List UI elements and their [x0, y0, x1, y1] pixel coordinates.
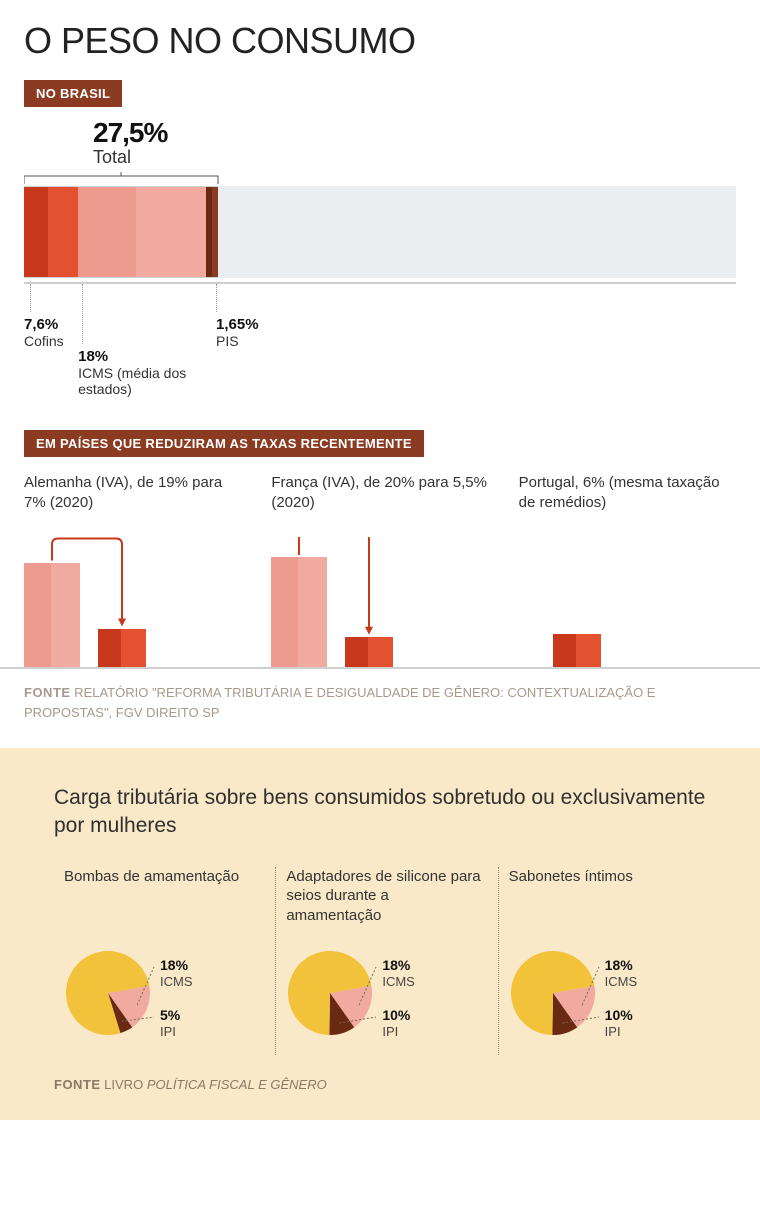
country-1: França (IVA), de 20% para 5,5% (2020)	[271, 473, 488, 667]
source-2-lead: FONTE	[54, 1077, 101, 1092]
pie-label-0: Bombas de amamentação	[64, 867, 265, 927]
pie-legend-2-1: 10%IPI	[605, 1007, 633, 1041]
pies-row: Bombas de amamentação18%ICMS5%IPIAdaptad…	[54, 867, 720, 1055]
total-bracket	[24, 172, 736, 184]
panel-bottom: Carga tributária sobre bens consumidos s…	[0, 748, 760, 1120]
country-2: Portugal, 6% (mesma taxação de remédios)	[519, 473, 736, 667]
callout-cofins: 7,6%Cofins	[24, 316, 144, 349]
panel2-title: Carga tributária sobre bens consumidos s…	[54, 784, 720, 841]
bar-segment-cofins	[24, 186, 78, 278]
source-1: FONTE RELATÓRIO "REFORMA TRIBUTÁRIA E DE…	[0, 669, 760, 742]
pie-label-1: Adaptadores de silicone para seios duran…	[286, 867, 487, 927]
country-chart-2	[519, 537, 736, 667]
pie-col-0: Bombas de amamentação18%ICMS5%IPI	[54, 867, 275, 1055]
country-chart-1	[271, 537, 488, 667]
country-label-0: Alemanha (IVA), de 19% para 7% (2020)	[24, 473, 241, 515]
badge-brasil: NO BRASIL	[24, 80, 122, 107]
bar-callouts: 7,6%Cofins18%ICMS (média dos estados) 1,6…	[24, 284, 736, 404]
source-2-book: POLÍTICA FISCAL E GÊNERO	[147, 1077, 327, 1092]
reduction-arrow	[271, 537, 431, 667]
countries-row: Alemanha (IVA), de 19% para 7% (2020) Fra…	[0, 473, 760, 669]
main-title: O PESO NO CONSUMO	[0, 20, 760, 80]
reduction-arrow	[24, 537, 184, 667]
to-bar	[553, 634, 601, 667]
bar-segment-icms	[78, 186, 206, 278]
badge-countries: EM PAÍSES QUE REDUZIRAM AS TAXAS RECENTE…	[24, 430, 424, 457]
source-2-prefix: LIVRO	[101, 1077, 147, 1092]
total-block: 27,5% Total	[93, 117, 736, 168]
country-0: Alemanha (IVA), de 19% para 7% (2020)	[24, 473, 241, 667]
pie-col-1: Adaptadores de silicone para seios duran…	[275, 867, 497, 1055]
callout-pis: 1,65%PIS	[216, 316, 336, 349]
pie-col-2: Sabonetes íntimos18%ICMS10%IPI	[498, 867, 720, 1055]
callout-icms: 18%ICMS (média dos estados)	[78, 348, 198, 397]
bar-segment-pis	[206, 186, 218, 278]
country-label-2: Portugal, 6% (mesma taxação de remédios)	[519, 473, 736, 515]
source-1-text: RELATÓRIO "REFORMA TRIBUTÁRIA E DESIGUAL…	[24, 685, 655, 720]
source-1-lead: FONTE	[24, 685, 71, 700]
country-chart-0	[24, 537, 241, 667]
country-label-1: França (IVA), de 20% para 5,5% (2020)	[271, 473, 488, 515]
total-pct: 27,5%	[93, 117, 736, 149]
brasil-bar	[24, 186, 736, 284]
total-label: Total	[93, 147, 736, 168]
pie-label-2: Sabonetes íntimos	[509, 867, 710, 927]
pie-legend-1-1: 10%IPI	[382, 1007, 410, 1041]
pie-legend-0-1: 5%IPI	[160, 1007, 180, 1041]
